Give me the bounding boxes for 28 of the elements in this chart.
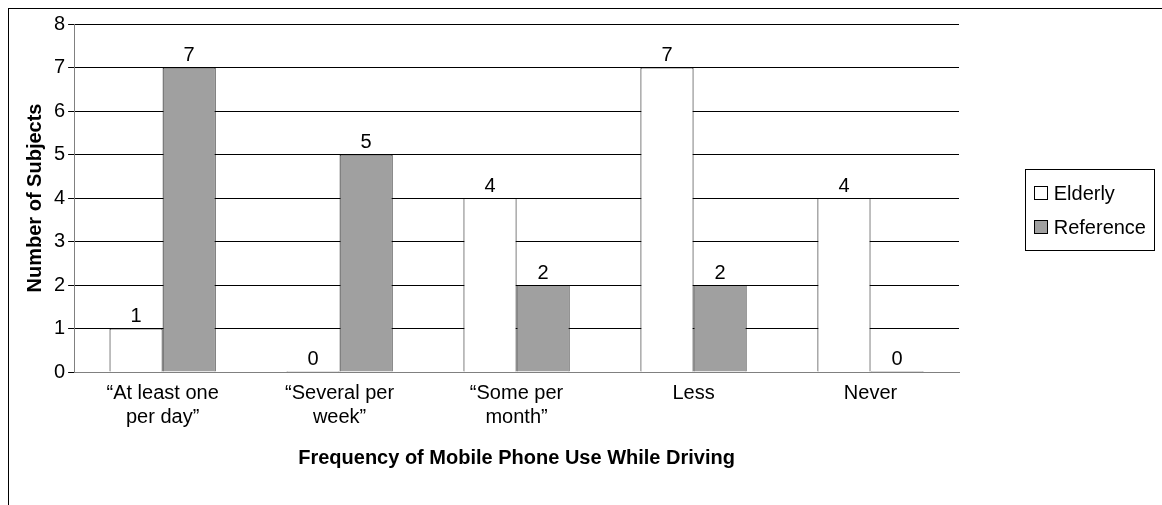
data-label: 5 [360,130,372,153]
data-label: 0 [891,346,903,369]
data-label: 2 [714,260,726,283]
y-axis-title: Number of Subjects [22,103,45,293]
x-tick-label: “At least one per day” [106,380,219,427]
y-tick-label: 7 [54,55,66,78]
x-tick-label: “Some per month” [469,380,564,427]
x-tick-label: Never [843,380,898,403]
y-tick-label: 1 [54,316,66,339]
y-tick-label: 6 [54,98,66,121]
data-label: 7 [661,43,673,66]
y-tick-label: 5 [54,142,66,165]
y-tick-label: 4 [54,185,66,208]
y-tick-label: 8 [54,11,66,34]
data-label: 1 [130,304,142,327]
x-tick-label: Less [672,380,715,403]
y-tick-label: 3 [54,229,66,252]
text: Elderly [1053,181,1115,206]
data-label: 7 [183,43,195,66]
y-tick-label: 0 [54,359,66,382]
y-tick-label: 2 [54,272,66,295]
data-label: 2 [537,260,549,283]
data-label: 0 [307,346,319,369]
data-label: 4 [484,173,496,196]
x-tick-label: “Several per week” [285,380,395,427]
legend-label: Reference [1053,215,1146,240]
data-label: 4 [838,173,850,196]
x-axis-title: Frequency of Mobile Phone Use While Driving [298,445,735,468]
